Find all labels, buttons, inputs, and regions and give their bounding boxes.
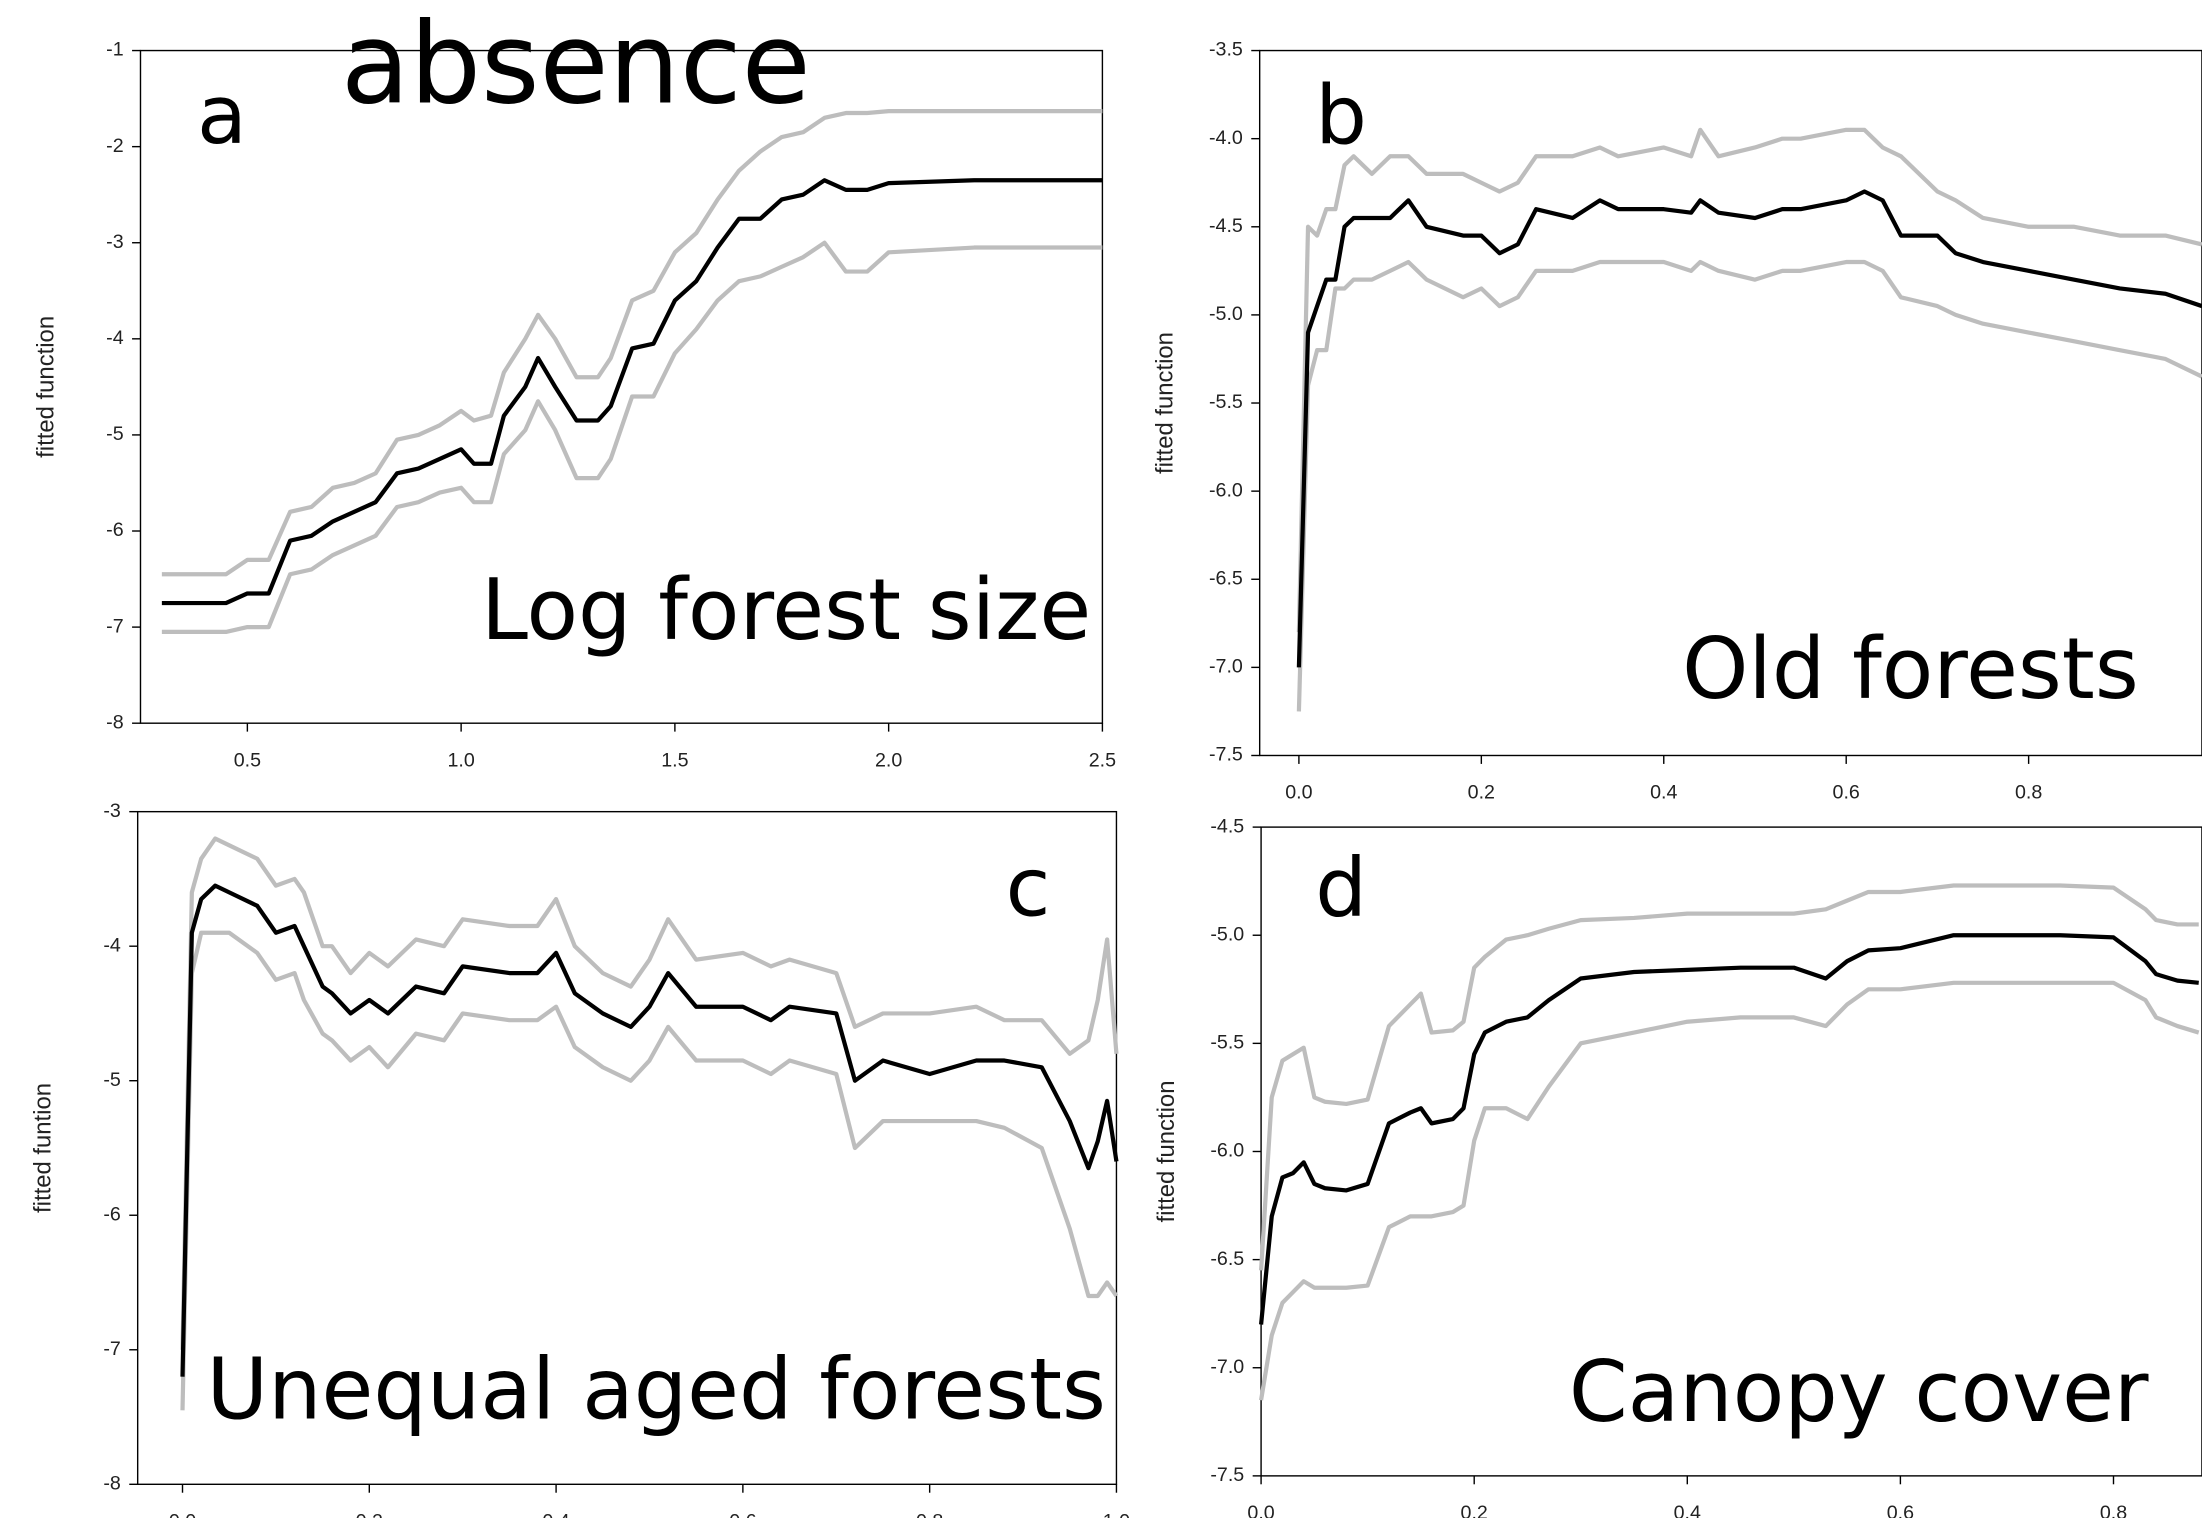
y-tick-label: -6	[103, 1203, 121, 1225]
x-tick-label: 0.4	[542, 1510, 569, 1518]
annotation: Log forest size	[481, 561, 1091, 659]
panel: -3 -4 -5 -6 -7 -8 0.0 0.2 0.4 0.6 0.8 1.0 fitted fun…	[30, 800, 1131, 1518]
y-tick-label: -3.5	[1209, 39, 1243, 61]
y-tick-label: -8	[103, 1472, 121, 1494]
panel: -3.5 -4.0 -4.5 -5.0 -5.5 -6.0 -6.5 -7.0 -7.5 0.0 0…	[1152, 39, 2202, 804]
x-tick-label: 0.6	[1833, 782, 1860, 804]
panel-letter: b	[1315, 68, 1367, 163]
y-tick-label: -4	[106, 327, 124, 349]
y-axis-label: fitted function	[32, 316, 59, 458]
y-axis-label: fitted funtion	[30, 1083, 57, 1213]
x-tick-label: 0.6	[729, 1510, 756, 1518]
y-tick-label: -7.0	[1209, 656, 1243, 678]
plot-frame	[139, 49, 1104, 724]
x-tick-label: 0.8	[916, 1510, 943, 1518]
y-tick-label: -7	[106, 615, 123, 637]
y-tick-label: -1	[106, 39, 123, 61]
panel-letter: a	[197, 68, 247, 163]
y-tick-label: -3	[103, 800, 121, 822]
y-tick-label: -2	[106, 135, 123, 157]
fitted-line	[161, 240, 1103, 635]
y-tick-label: -7.0	[1210, 1356, 1244, 1378]
y-axis-label: fitted function	[1153, 1081, 1180, 1223]
x-tick-label: 0.8	[2100, 1502, 2127, 1518]
x-tick-label: 1.0	[447, 749, 474, 771]
x-tick-label: 2.0	[875, 749, 902, 771]
fitted-line	[180, 883, 1119, 1377]
fitted-line	[180, 930, 1119, 1411]
annotation: Unequal aged forests	[206, 1340, 1105, 1438]
annotation: Canopy cover	[1569, 1343, 2149, 1441]
panel: -4.5 -5.0 -5.5 -6.0 -6.5 -7.0 -7.50.0 0.2 0.4 0.6…	[1153, 815, 2202, 1518]
fitted-line	[1258, 883, 2199, 1271]
x-tick-label: 0.2	[1468, 782, 1495, 804]
x-tick-label: 0.8	[2015, 782, 2042, 804]
y-tick-label: -5.0	[1209, 303, 1243, 325]
x-tick-label: 1.0	[1103, 1510, 1130, 1518]
fitted-line	[1296, 189, 2202, 668]
panel-letter: c	[1006, 841, 1051, 936]
y-tick-label: -7.5	[1210, 1464, 1244, 1486]
y-tick-label: -8	[106, 711, 124, 733]
y-tick-label: -7.5	[1209, 744, 1243, 766]
fitted-line	[1259, 980, 2200, 1401]
x-tick-label: 2.5	[1089, 749, 1116, 771]
annotation: Old forests	[1682, 620, 2139, 718]
fitted-line	[1258, 933, 2199, 1325]
y-tick-label: -6.0	[1210, 1140, 1244, 1162]
y-tick-label: -5.5	[1210, 1032, 1244, 1054]
chart-title: absence	[341, 0, 811, 130]
y-tick-label: -5	[103, 1069, 121, 1091]
y-tick-label: -7	[103, 1338, 120, 1360]
y-tick-label: -5	[106, 423, 124, 445]
y-tick-label: -6	[106, 519, 124, 541]
x-tick-label: 0.4	[1650, 782, 1677, 804]
y-tick-label: -3	[106, 231, 124, 253]
x-tick-label: 0.0	[169, 1510, 196, 1518]
panel-letter: d	[1315, 841, 1367, 936]
fitted-line	[1296, 259, 2202, 712]
y-tick-label: -6.0	[1209, 479, 1243, 501]
x-tick-label: 0.4	[1674, 1502, 1701, 1518]
y-tick-label: -5.0	[1210, 923, 1244, 945]
y-axis-label: fitted function	[1152, 332, 1179, 474]
x-tick-label: 1.5	[661, 749, 688, 771]
x-tick-label: 0.2	[356, 1510, 383, 1518]
x-tick-label: 0.0	[1247, 1502, 1274, 1518]
y-tick-label: -4.0	[1209, 127, 1243, 149]
y-tick-label: -6.5	[1209, 567, 1243, 589]
x-tick-label: 0.2	[1461, 1502, 1488, 1518]
y-tick-label: -4.5	[1209, 215, 1243, 237]
fitted-line	[1296, 127, 2202, 633]
fitted-line	[161, 178, 1103, 606]
y-tick-label: -4.5	[1210, 815, 1244, 837]
y-tick-label: -6.5	[1210, 1248, 1244, 1270]
panel: -1 -2 -3 -4 -5 -6 -7 -8 0.5 1.0 1.5 2.0 2.5 fitted fu…	[32, 0, 1116, 771]
x-tick-label: 0.6	[1887, 1502, 1914, 1518]
x-tick-label: 0.0	[1285, 782, 1312, 804]
y-tick-label: -4	[103, 934, 121, 956]
y-tick-label: -5.5	[1209, 391, 1243, 413]
fitted-line	[161, 108, 1103, 577]
x-tick-label: 0.5	[234, 749, 261, 771]
fitted-line	[180, 836, 1119, 1350]
